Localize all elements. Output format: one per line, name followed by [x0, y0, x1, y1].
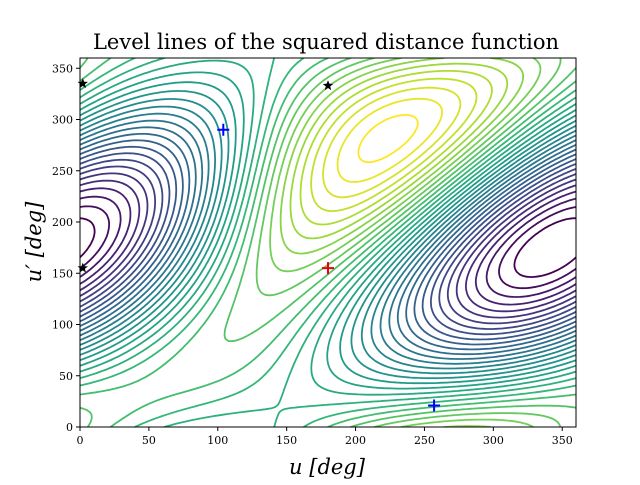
x-tick-label: 200	[345, 434, 366, 447]
x-tick-label: 50	[142, 434, 156, 447]
contour-level-line	[357, 114, 419, 164]
contour-level-line	[80, 59, 576, 396]
x-axis: 0 50 100 150 200 250 300 350	[77, 427, 573, 447]
contour-level-line	[299, 70, 493, 226]
contour-level-line	[80, 165, 576, 325]
contour-level-line	[80, 119, 576, 360]
y-tick-label: 250	[52, 165, 73, 178]
contour-level-line	[80, 71, 576, 390]
x-tick-label: 300	[483, 434, 504, 447]
contour-level-line	[80, 152, 576, 336]
markers	[77, 78, 441, 412]
chart-title: Level lines of the squared distance func…	[93, 30, 559, 54]
contour-level-line	[310, 77, 478, 212]
max-marker	[322, 262, 334, 275]
contour-level-line	[80, 195, 576, 298]
x-tick-label: 250	[414, 434, 435, 447]
contour-level-line	[80, 112, 576, 365]
min-marker	[428, 399, 441, 412]
saddle-star-marker	[77, 262, 88, 273]
y-tick-label: 50	[59, 370, 73, 383]
contour-level-line	[80, 205, 576, 290]
contour-level-line	[80, 105, 576, 370]
contour-level-line	[80, 139, 576, 346]
y-axis: 0 50 100 150 200 250 300 350	[52, 62, 80, 434]
contour-level-line	[80, 172, 576, 319]
min-marker	[217, 123, 230, 136]
contour-level-line	[80, 126, 576, 356]
contour-level-line	[80, 133, 576, 351]
y-tick-label: 300	[52, 114, 73, 127]
contour-level-line	[289, 62, 509, 240]
y-axis-label: u′ [deg]	[22, 201, 46, 282]
contour-level-line	[322, 86, 462, 199]
contour-level-line	[336, 97, 443, 183]
saddle-star-marker	[322, 80, 334, 91]
y-tick-label: 0	[66, 421, 73, 434]
y-tick-label: 200	[52, 216, 73, 229]
x-tick-label: 100	[207, 434, 228, 447]
contour-lines	[80, 58, 576, 427]
contour-level-line	[80, 98, 576, 375]
contour-level-line	[80, 90, 576, 380]
x-tick-label: 0	[77, 434, 84, 447]
contour-level-line	[80, 187, 576, 306]
contour-level-line	[80, 145, 576, 341]
contour-level-line	[255, 58, 562, 427]
y-tick-label: 150	[52, 267, 73, 280]
contour-level-line	[80, 58, 576, 427]
x-tick-label: 350	[552, 434, 573, 447]
contour-level-line	[80, 179, 576, 313]
plot-frame	[79, 57, 577, 428]
y-tick-label: 350	[52, 62, 73, 75]
contour-level-line	[80, 58, 576, 427]
x-tick-label: 150	[276, 434, 297, 447]
contour-level-line	[80, 81, 576, 385]
x-axis-label: u [deg]	[289, 455, 366, 479]
saddle-star-marker	[77, 78, 88, 89]
y-tick-label: 100	[52, 319, 73, 332]
contour-level-line	[80, 217, 576, 278]
contour-level-line	[80, 158, 576, 330]
